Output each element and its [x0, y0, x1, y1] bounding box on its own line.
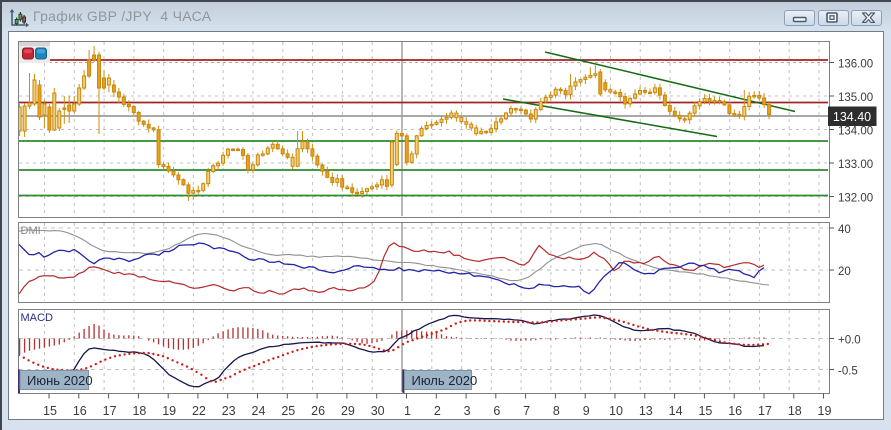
svg-text:15: 15: [43, 404, 57, 418]
svg-text:DMI: DMI: [21, 225, 41, 237]
svg-text:8: 8: [553, 404, 560, 418]
svg-text:Июнь 2020: Июнь 2020: [27, 373, 93, 388]
svg-text:134.00: 134.00: [838, 126, 873, 138]
svg-text:30: 30: [371, 404, 385, 418]
svg-text:Июль 2020: Июль 2020: [412, 373, 478, 388]
svg-text:135.00: 135.00: [838, 92, 873, 104]
svg-text:40: 40: [838, 224, 851, 236]
svg-text:6: 6: [493, 404, 500, 418]
svg-text:133.00: 133.00: [838, 159, 873, 171]
svg-text:25: 25: [281, 404, 295, 418]
svg-text:134.40: 134.40: [833, 110, 871, 124]
svg-text:136.00: 136.00: [838, 59, 873, 71]
svg-text:3: 3: [464, 404, 471, 418]
svg-text:16: 16: [728, 404, 742, 418]
svg-text:18: 18: [132, 404, 146, 418]
svg-text:9: 9: [583, 404, 590, 418]
svg-text:2: 2: [434, 404, 441, 418]
svg-text:18: 18: [788, 404, 802, 418]
svg-text:10: 10: [609, 404, 623, 418]
svg-text:MACD: MACD: [21, 312, 53, 324]
svg-text:19: 19: [162, 404, 176, 418]
svg-text:17: 17: [758, 404, 772, 418]
svg-text:26: 26: [311, 404, 325, 418]
svg-text:29: 29: [341, 404, 355, 418]
svg-text:17: 17: [103, 404, 117, 418]
svg-text:19: 19: [818, 404, 832, 418]
svg-text:-0.5: -0.5: [838, 366, 858, 378]
svg-text:13: 13: [639, 404, 653, 418]
svg-text:23: 23: [222, 404, 236, 418]
svg-text:22: 22: [192, 404, 206, 418]
svg-text:132.00: 132.00: [838, 193, 873, 205]
svg-text:+0.0: +0.0: [838, 335, 861, 347]
svg-text:20: 20: [838, 266, 851, 278]
svg-text:24: 24: [252, 404, 266, 418]
svg-text:15: 15: [698, 404, 712, 418]
svg-text:1: 1: [404, 404, 411, 418]
svg-text:7: 7: [523, 404, 530, 418]
svg-text:14: 14: [669, 404, 683, 418]
svg-text:16: 16: [73, 404, 87, 418]
